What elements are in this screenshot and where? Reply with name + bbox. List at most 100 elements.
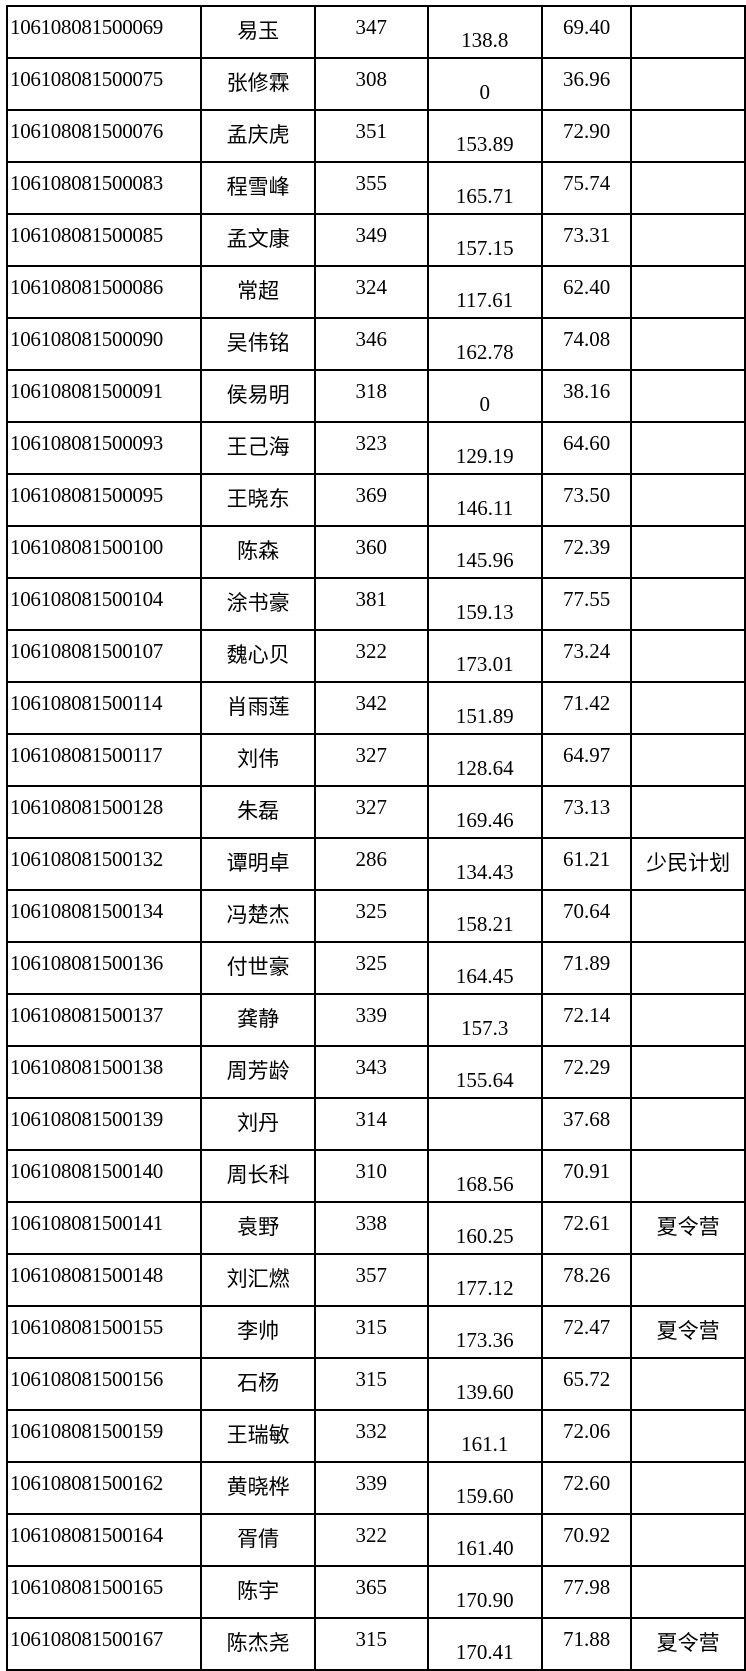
initial-score-cell: 342	[313, 681, 429, 735]
name-cell: 孟庆虎	[200, 109, 316, 163]
total-score-cell: 71.42	[540, 681, 633, 735]
name-cell: 张修霖	[200, 57, 316, 111]
retest-score-cell: 173.36	[426, 1305, 543, 1359]
total-score-cell: 38.16	[540, 369, 633, 423]
table-row: 106108081500134 冯楚杰 325 158.21 70.64	[5, 889, 746, 943]
candidate-id-cell: 106108081500107	[5, 629, 203, 683]
total-score-cell: 37.68	[540, 1097, 633, 1151]
total-score-cell: 73.31	[540, 213, 633, 267]
initial-score-cell: 318	[313, 369, 429, 423]
remark-cell	[630, 1253, 746, 1307]
total-score-cell: 73.50	[540, 473, 633, 527]
name-cell: 陈杰尧	[200, 1617, 316, 1671]
initial-score-cell: 322	[313, 1513, 429, 1567]
retest-score-cell: 129.19	[426, 421, 543, 475]
remark-cell	[630, 317, 746, 371]
candidate-id-cell: 106108081500086	[5, 265, 203, 319]
table-row: 106108081500069 易玉 347 138.8 69.40	[5, 5, 746, 59]
retest-score-cell: 138.8	[426, 5, 543, 59]
retest-score-cell: 155.64	[426, 1045, 543, 1099]
initial-score-cell: 347	[313, 5, 429, 59]
candidate-id-cell: 106108081500117	[5, 733, 203, 787]
retest-score-cell: 134.43	[426, 837, 543, 891]
table-row: 106108081500155 李帅 315 173.36 72.47 夏令营	[5, 1305, 746, 1359]
remark-cell	[630, 629, 746, 683]
total-score-cell: 70.92	[540, 1513, 633, 1567]
total-score-cell: 72.29	[540, 1045, 633, 1099]
name-cell: 冯楚杰	[200, 889, 316, 943]
candidate-id-cell: 106108081500138	[5, 1045, 203, 1099]
remark-cell	[630, 421, 746, 475]
candidate-id-cell: 106108081500091	[5, 369, 203, 423]
remark-cell	[630, 1565, 746, 1619]
candidate-id-cell: 106108081500137	[5, 993, 203, 1047]
retest-score-cell: 157.3	[426, 993, 543, 1047]
table-row: 106108081500075 张修霖 308 0 36.96	[5, 57, 746, 111]
candidate-id-cell: 106108081500075	[5, 57, 203, 111]
initial-score-cell: 322	[313, 629, 429, 683]
initial-score-cell: 357	[313, 1253, 429, 1307]
remark-cell	[630, 213, 746, 267]
total-score-cell: 62.40	[540, 265, 633, 319]
retest-score-cell: 151.89	[426, 681, 543, 735]
total-score-cell: 72.14	[540, 993, 633, 1047]
table-row: 106108081500156 石杨 315 139.60 65.72	[5, 1357, 746, 1411]
table-row: 106108081500100 陈森 360 145.96 72.39	[5, 525, 746, 579]
candidate-id-cell: 106108081500069	[5, 5, 203, 59]
table-row: 106108081500138 周芳龄 343 155.64 72.29	[5, 1045, 746, 1099]
retest-score-cell: 153.89	[426, 109, 543, 163]
name-cell: 谭明卓	[200, 837, 316, 891]
candidate-id-cell: 106108081500134	[5, 889, 203, 943]
candidate-id-cell: 106108081500164	[5, 1513, 203, 1567]
name-cell: 程雪峰	[200, 161, 316, 215]
initial-score-cell: 332	[313, 1409, 429, 1463]
candidate-id-cell: 106108081500159	[5, 1409, 203, 1463]
table-row: 106108081500076 孟庆虎 351 153.89 72.90	[5, 109, 746, 163]
retest-score-cell: 158.21	[426, 889, 543, 943]
candidate-id-cell: 106108081500132	[5, 837, 203, 891]
total-score-cell: 72.60	[540, 1461, 633, 1515]
candidate-id-cell: 106108081500128	[5, 785, 203, 839]
name-cell: 肖雨莲	[200, 681, 316, 735]
table-row: 106108081500117 刘伟 327 128.64 64.97	[5, 733, 746, 787]
table-row: 106108081500095 王晓东 369 146.11 73.50	[5, 473, 746, 527]
initial-score-cell: 315	[313, 1617, 429, 1671]
candidate-id-cell: 106108081500100	[5, 525, 203, 579]
table-row: 106108081500165 陈宇 365 170.90 77.98	[5, 1565, 746, 1619]
initial-score-cell: 314	[313, 1097, 429, 1151]
candidate-id-cell: 106108081500090	[5, 317, 203, 371]
initial-score-cell: 339	[313, 1461, 429, 1515]
total-score-cell: 75.74	[540, 161, 633, 215]
retest-score-cell: 117.61	[426, 265, 543, 319]
remark-cell	[630, 161, 746, 215]
remark-cell	[630, 1357, 746, 1411]
score-table: 106108081500069 易玉 347 138.8 69.40 1061080815…	[5, 5, 746, 1671]
total-score-cell: 77.55	[540, 577, 633, 631]
candidate-id-cell: 106108081500167	[5, 1617, 203, 1671]
candidate-id-cell: 106108081500093	[5, 421, 203, 475]
total-score-cell: 72.39	[540, 525, 633, 579]
remark-cell	[630, 1097, 746, 1151]
remark-cell	[630, 889, 746, 943]
candidate-id-cell: 106108081500165	[5, 1565, 203, 1619]
score-table-body: 106108081500069 易玉 347 138.8 69.40 1061080815…	[5, 5, 746, 1671]
retest-score-cell: 0	[426, 369, 543, 423]
initial-score-cell: 360	[313, 525, 429, 579]
remark-cell	[630, 733, 746, 787]
initial-score-cell: 381	[313, 577, 429, 631]
remark-cell: 夏令营	[630, 1305, 746, 1359]
total-score-cell: 74.08	[540, 317, 633, 371]
retest-score-cell: 164.45	[426, 941, 543, 995]
total-score-cell: 73.24	[540, 629, 633, 683]
name-cell: 侯易明	[200, 369, 316, 423]
remark-cell	[630, 993, 746, 1047]
retest-score-cell: 161.1	[426, 1409, 543, 1463]
table-row: 106108081500140 周长科 310 168.56 70.91	[5, 1149, 746, 1203]
remark-cell: 少民计划	[630, 837, 746, 891]
retest-score-cell: 0	[426, 57, 543, 111]
remark-cell	[630, 1461, 746, 1515]
table-row: 106108081500090 吴伟铭 346 162.78 74.08	[5, 317, 746, 371]
total-score-cell: 71.89	[540, 941, 633, 995]
name-cell: 陈宇	[200, 1565, 316, 1619]
retest-score-cell: 145.96	[426, 525, 543, 579]
